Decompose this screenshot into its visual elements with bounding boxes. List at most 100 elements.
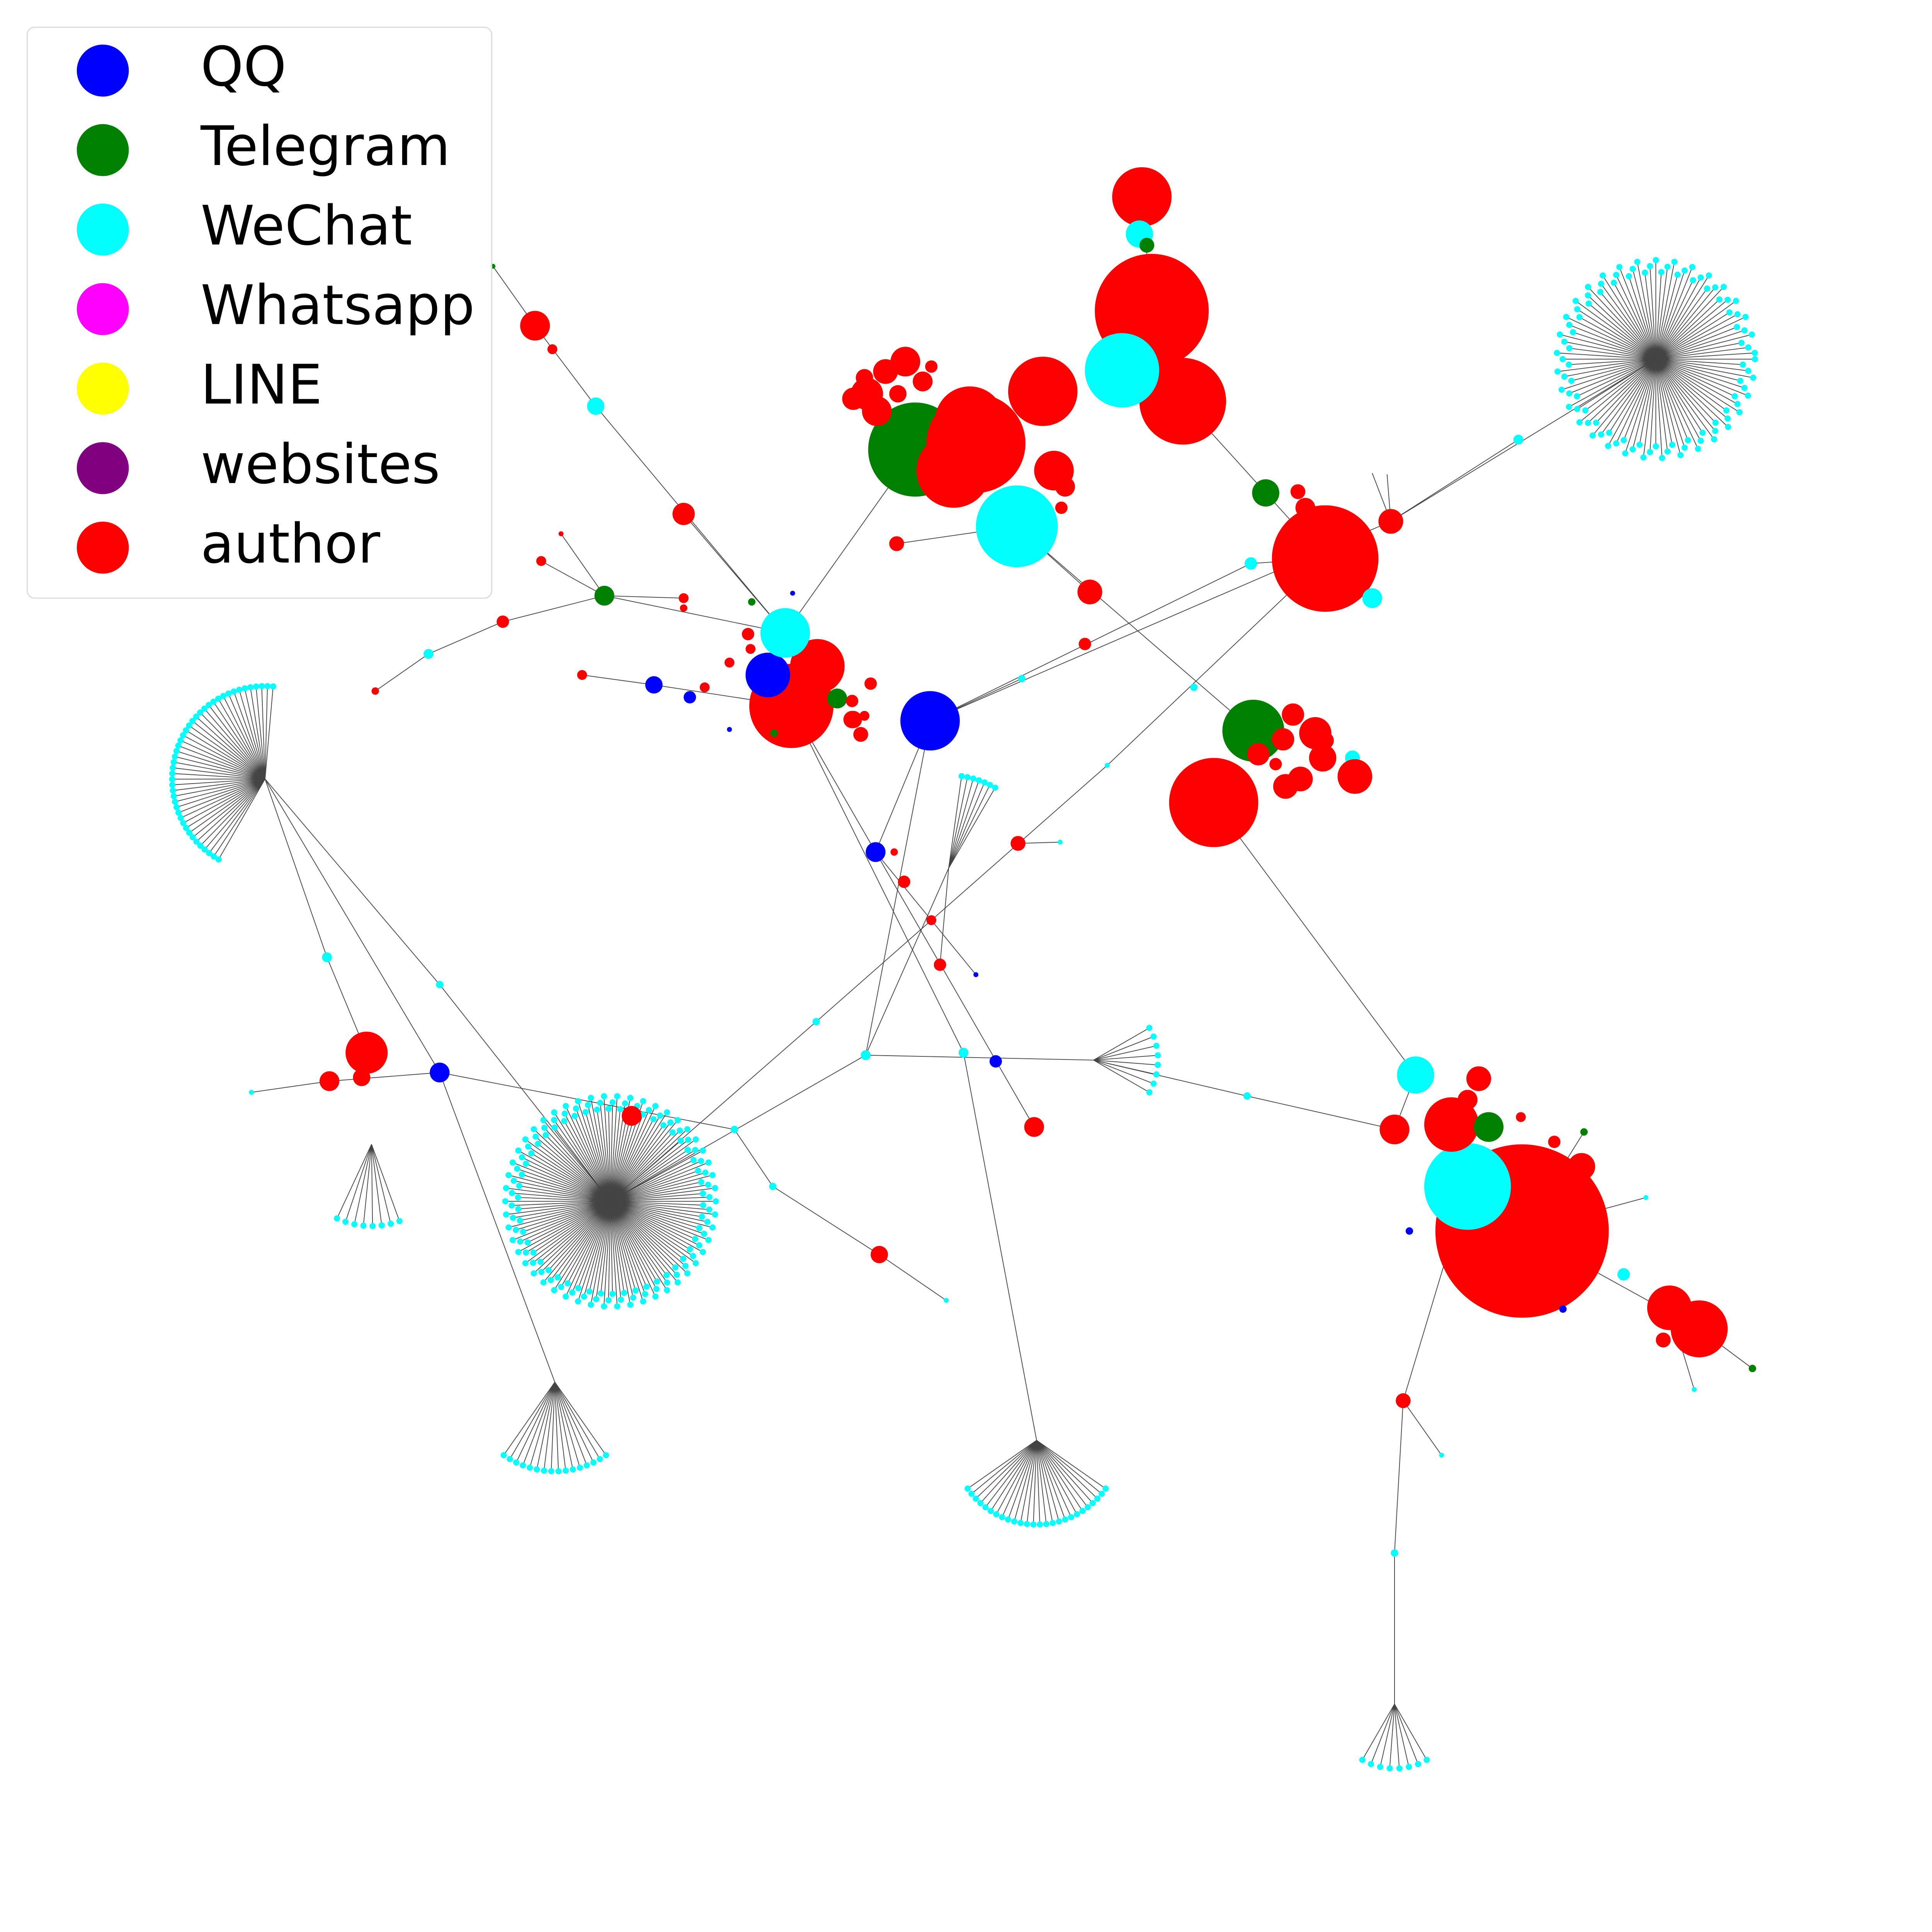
node bbox=[516, 1182, 522, 1189]
node bbox=[1643, 1195, 1649, 1200]
edge bbox=[517, 1168, 611, 1202]
edge bbox=[264, 686, 274, 779]
edge bbox=[610, 1201, 676, 1268]
node bbox=[1582, 407, 1588, 414]
node bbox=[1726, 309, 1733, 316]
node bbox=[827, 689, 847, 709]
node bbox=[1681, 444, 1688, 451]
edge bbox=[865, 868, 949, 1056]
edge bbox=[1656, 359, 1748, 371]
edge bbox=[1036, 1440, 1053, 1523]
node bbox=[1049, 1520, 1056, 1526]
node bbox=[1617, 1268, 1630, 1281]
edge bbox=[541, 1201, 611, 1272]
node bbox=[1424, 1143, 1511, 1230]
node bbox=[1734, 311, 1741, 318]
node bbox=[1585, 420, 1591, 426]
node bbox=[541, 1467, 547, 1474]
node bbox=[1055, 502, 1068, 514]
edge bbox=[1655, 288, 1708, 360]
edge bbox=[948, 782, 985, 869]
edge bbox=[1094, 1055, 1158, 1061]
node bbox=[247, 684, 253, 690]
legend-marker bbox=[77, 362, 129, 415]
legend-marker bbox=[77, 124, 129, 176]
node bbox=[565, 1280, 571, 1287]
edge bbox=[239, 689, 265, 779]
edge bbox=[1600, 292, 1656, 360]
edge bbox=[1093, 1036, 1154, 1061]
edge bbox=[865, 721, 930, 1055]
edge bbox=[1007, 1440, 1037, 1520]
node bbox=[206, 850, 213, 856]
edge bbox=[1655, 280, 1694, 359]
edge bbox=[1390, 439, 1519, 522]
node bbox=[532, 1133, 539, 1140]
edge bbox=[610, 1201, 634, 1298]
node bbox=[547, 344, 558, 354]
edge bbox=[1394, 1704, 1427, 1760]
node bbox=[563, 1293, 569, 1300]
node bbox=[1011, 1518, 1017, 1525]
node bbox=[695, 1168, 701, 1174]
edge bbox=[1566, 316, 1656, 360]
node bbox=[690, 1157, 697, 1163]
edge bbox=[1656, 359, 1753, 378]
node bbox=[538, 1269, 544, 1275]
node bbox=[551, 1117, 557, 1123]
node bbox=[770, 729, 778, 737]
edge bbox=[543, 1120, 611, 1202]
edge bbox=[610, 1201, 647, 1287]
edge bbox=[1403, 1400, 1442, 1456]
node bbox=[270, 683, 276, 690]
node bbox=[530, 1260, 536, 1266]
edge bbox=[543, 1201, 611, 1283]
edge bbox=[1607, 359, 1656, 446]
edge bbox=[1655, 359, 1735, 397]
edge bbox=[1036, 1440, 1071, 1517]
node bbox=[1008, 357, 1078, 426]
node bbox=[525, 1143, 531, 1150]
node bbox=[790, 590, 795, 596]
node bbox=[685, 1136, 691, 1143]
edge bbox=[548, 1201, 611, 1270]
node bbox=[1058, 840, 1063, 845]
node bbox=[1597, 289, 1604, 295]
node bbox=[653, 1278, 660, 1285]
edge bbox=[610, 1201, 656, 1297]
node bbox=[530, 1249, 537, 1256]
node bbox=[520, 311, 550, 341]
node bbox=[1377, 1764, 1383, 1770]
node bbox=[1043, 1521, 1049, 1527]
node bbox=[1741, 327, 1748, 334]
edge bbox=[734, 1129, 773, 1187]
node bbox=[540, 1117, 547, 1124]
edge bbox=[196, 716, 265, 779]
node bbox=[1738, 340, 1745, 346]
edge bbox=[1093, 1060, 1247, 1097]
node bbox=[702, 1169, 709, 1176]
edge bbox=[186, 779, 265, 828]
edge bbox=[1561, 359, 1656, 390]
node bbox=[215, 696, 221, 702]
node bbox=[660, 1122, 667, 1129]
node bbox=[1085, 333, 1159, 408]
edge bbox=[610, 1201, 618, 1306]
edge bbox=[1655, 359, 1673, 445]
edge bbox=[1213, 802, 1416, 1075]
edge bbox=[1655, 314, 1738, 360]
edge bbox=[550, 1201, 611, 1281]
node bbox=[1733, 298, 1739, 304]
node bbox=[1252, 479, 1279, 507]
node bbox=[989, 1055, 1002, 1068]
edge bbox=[1655, 267, 1693, 359]
node bbox=[173, 804, 180, 811]
node bbox=[601, 1303, 607, 1310]
node bbox=[712, 1185, 718, 1191]
node bbox=[536, 556, 546, 566]
edge bbox=[173, 767, 265, 779]
node bbox=[242, 685, 248, 692]
node bbox=[1466, 1066, 1491, 1091]
node bbox=[531, 1270, 537, 1277]
